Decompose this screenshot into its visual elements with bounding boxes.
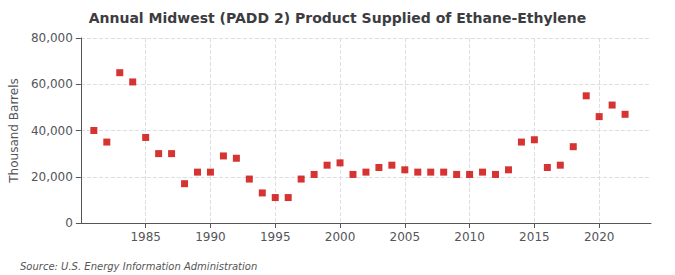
svg-text:2005: 2005: [390, 230, 421, 244]
svg-text:Thousand Barrels: Thousand Barrels: [7, 78, 21, 183]
svg-text:40,000: 40,000: [31, 124, 73, 138]
svg-text:1985: 1985: [130, 230, 161, 244]
svg-text:20,000: 20,000: [31, 170, 73, 184]
svg-text:60,000: 60,000: [31, 77, 73, 91]
svg-text:2010: 2010: [454, 230, 485, 244]
svg-text:2015: 2015: [519, 230, 550, 244]
svg-text:Annual Midwest (PADD 2) Produc: Annual Midwest (PADD 2) Product Supplied…: [89, 10, 587, 26]
svg-text:1990: 1990: [195, 230, 226, 244]
svg-text:2000: 2000: [325, 230, 356, 244]
svg-text:1995: 1995: [260, 230, 291, 244]
svg-text:Source: U.S. Energy Informatio: Source: U.S. Energy Information Administ…: [20, 261, 257, 272]
svg-text:80,000: 80,000: [31, 31, 73, 45]
svg-text:2020: 2020: [584, 230, 615, 244]
svg-text:0: 0: [65, 216, 73, 230]
